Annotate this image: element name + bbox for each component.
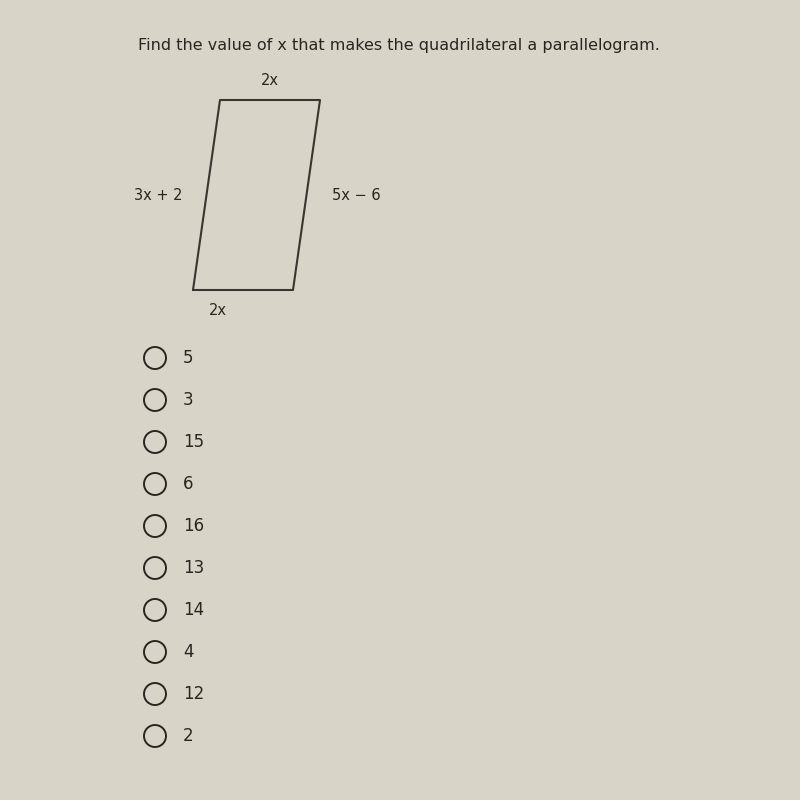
Text: 13: 13 [183, 559, 204, 577]
Text: 16: 16 [183, 517, 204, 535]
Text: 12: 12 [183, 685, 204, 703]
Text: 5: 5 [183, 349, 194, 367]
Text: Find the value of x that makes the quadrilateral a parallelogram.: Find the value of x that makes the quadr… [138, 38, 660, 53]
Text: 3: 3 [183, 391, 194, 409]
Text: 2x: 2x [261, 73, 279, 88]
Text: 2: 2 [183, 727, 194, 745]
Text: 15: 15 [183, 433, 204, 451]
Bar [0, 0, 130, 800]
Text: 3x + 2: 3x + 2 [134, 187, 182, 202]
Text: 2x: 2x [209, 303, 227, 318]
Text: 6: 6 [183, 475, 194, 493]
Text: 5x − 6: 5x − 6 [332, 187, 381, 202]
Text: 4: 4 [183, 643, 194, 661]
Text: 14: 14 [183, 601, 204, 619]
